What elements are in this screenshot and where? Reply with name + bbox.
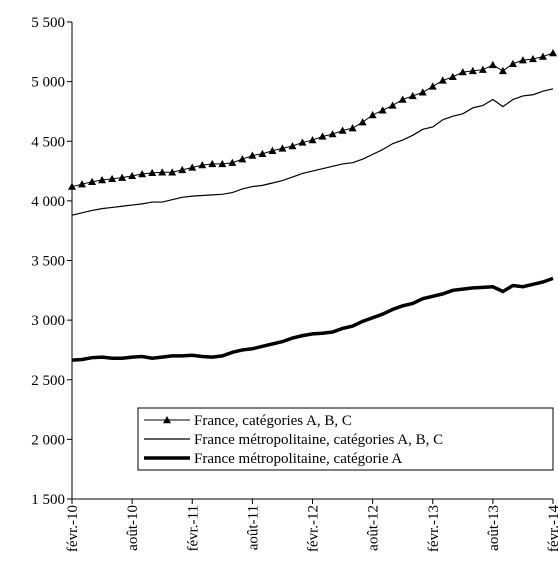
- marker: [218, 159, 227, 168]
- y-tick-label: 4 000: [31, 194, 65, 210]
- marker: [498, 66, 507, 75]
- legend-label: France, catégories A, B, C: [194, 413, 352, 429]
- x-tick-label: févr.-13: [426, 505, 442, 552]
- marker: [148, 168, 157, 177]
- marker: [238, 155, 247, 163]
- legend-marker: [163, 416, 171, 424]
- x-tick-label: août-13: [486, 505, 502, 551]
- marker: [348, 124, 357, 132]
- marker: [478, 65, 487, 73]
- marker: [508, 59, 517, 67]
- marker: [318, 132, 327, 140]
- series-line: [71, 276, 554, 362]
- legend-box: [137, 407, 554, 471]
- marker: [338, 126, 347, 134]
- marker: [388, 101, 397, 109]
- marker: [428, 82, 437, 90]
- marker: [368, 111, 377, 119]
- x-tick-label: août-11: [245, 505, 261, 550]
- y-tick-label: 5 000: [31, 75, 65, 91]
- marker: [448, 72, 457, 81]
- marker: [468, 66, 477, 75]
- marker: [198, 161, 207, 169]
- marker: [488, 60, 497, 69]
- marker: [258, 149, 267, 157]
- marker: [298, 138, 307, 146]
- marker: [138, 170, 147, 178]
- marker: [518, 56, 527, 64]
- marker: [248, 151, 257, 159]
- marker: [98, 176, 107, 184]
- marker: [438, 76, 447, 84]
- marker: [308, 136, 317, 144]
- y-tick-label: 3 500: [31, 254, 65, 270]
- x-tick-label: févr.-12: [306, 505, 322, 552]
- legend-label: France métropolitaine, catégories A, B, …: [194, 432, 443, 448]
- marker: [208, 159, 217, 168]
- marker: [358, 118, 367, 126]
- marker: [128, 171, 137, 180]
- marker: [88, 177, 97, 185]
- marker: [158, 168, 167, 176]
- x-tick-label: août-12: [366, 505, 382, 551]
- marker: [528, 54, 537, 63]
- x-tick-label: août-10: [125, 505, 141, 551]
- marker: [458, 68, 467, 76]
- marker: [188, 163, 197, 171]
- y-tick-label: 2 000: [31, 432, 65, 448]
- marker: [549, 49, 557, 57]
- marker: [278, 144, 287, 152]
- y-tick-label: 2 500: [31, 373, 65, 389]
- series-line: [71, 52, 554, 188]
- marker: [108, 174, 117, 183]
- marker: [418, 88, 427, 96]
- marker: [178, 165, 187, 174]
- y-tick-label: 1 500: [31, 492, 65, 508]
- marker: [118, 173, 127, 181]
- y-tick-label: 3 000: [31, 313, 65, 329]
- marker: [328, 130, 337, 138]
- x-tick-label: févr.-11: [185, 505, 201, 552]
- marker: [68, 182, 76, 190]
- marker: [78, 180, 87, 188]
- marker: [398, 95, 407, 103]
- marker: [538, 52, 547, 60]
- y-tick-label: 5 500: [31, 15, 65, 31]
- marker: [378, 106, 387, 114]
- marker: [228, 158, 237, 166]
- x-tick-label: févr.-14: [546, 505, 558, 553]
- marker: [168, 168, 177, 176]
- x-tick-label: févr.-10: [65, 505, 81, 552]
- marker: [408, 91, 417, 100]
- legend-label: France métropolitaine, catégorie A: [194, 451, 402, 467]
- series-line: [71, 88, 554, 216]
- marker: [288, 142, 297, 150]
- marker: [268, 146, 277, 154]
- y-tick-label: 4 500: [31, 134, 65, 150]
